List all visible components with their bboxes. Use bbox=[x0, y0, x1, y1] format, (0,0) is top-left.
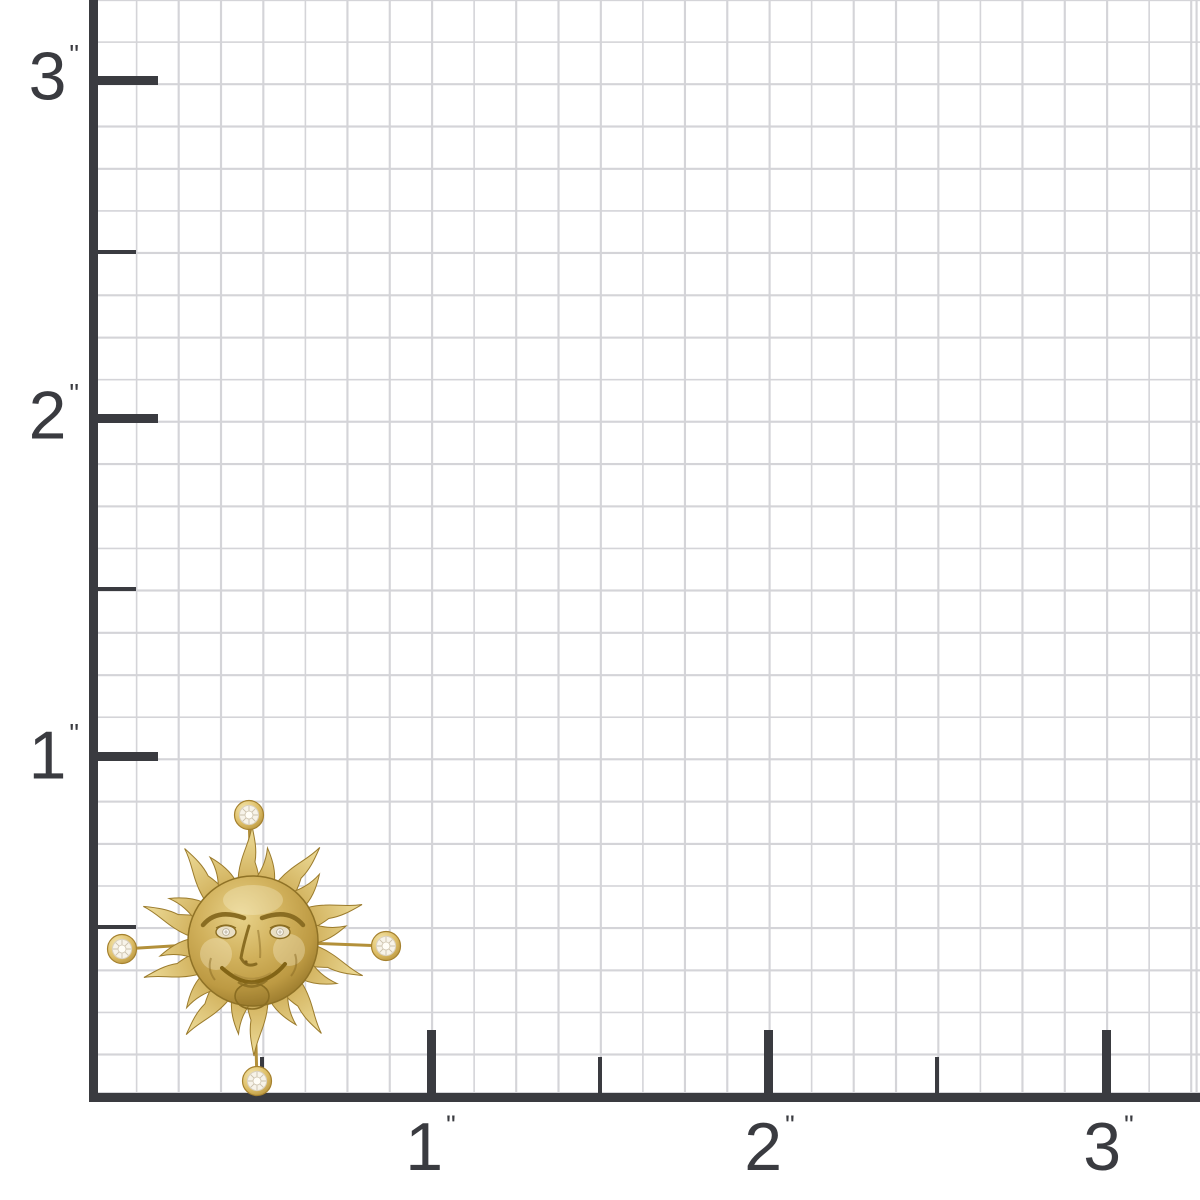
axis-label-value: 3 bbox=[1083, 1109, 1122, 1185]
x-axis-label-1: 1 " bbox=[405, 1110, 456, 1182]
axis-label-value: 1 bbox=[28, 717, 67, 794]
smile bbox=[220, 962, 287, 985]
y-major-tick-1in bbox=[89, 751, 158, 761]
axis-label-value: 1 bbox=[405, 1109, 444, 1185]
inch-mark: " bbox=[69, 39, 79, 70]
sun-face bbox=[187, 875, 319, 1010]
y-minor-tick-2-5in bbox=[89, 249, 136, 254]
x-axis-line bbox=[89, 1093, 1200, 1102]
x-major-tick-1in bbox=[426, 1030, 436, 1093]
right-eyebrow bbox=[259, 912, 306, 928]
inch-mark: " bbox=[1124, 1110, 1134, 1140]
inch-mark: " bbox=[69, 718, 79, 749]
inch-mark: " bbox=[69, 378, 79, 409]
axis-label-value: 3 bbox=[28, 38, 67, 115]
bezel-diamond-right bbox=[370, 930, 402, 962]
y-axis-line bbox=[89, 0, 98, 1102]
chin bbox=[234, 982, 270, 1010]
bezel-diamond-bottom bbox=[241, 1065, 273, 1097]
x-minor-tick-2-5in bbox=[935, 1057, 940, 1093]
x-major-tick-3in bbox=[1101, 1030, 1111, 1093]
y-axis-label-1: 1 " bbox=[0, 718, 79, 790]
sun-pendant-image bbox=[106, 799, 402, 1097]
x-axis-label-2: 2 " bbox=[744, 1110, 795, 1182]
left-eyebrow bbox=[200, 912, 247, 928]
y-major-tick-2in bbox=[89, 413, 158, 423]
inch-mark: " bbox=[785, 1110, 795, 1140]
y-minor-tick-1-5in bbox=[89, 587, 136, 592]
bezel-diamond-top bbox=[233, 799, 265, 831]
axis-label-value: 2 bbox=[28, 377, 67, 454]
nose bbox=[239, 924, 258, 967]
axis-label-value: 2 bbox=[744, 1109, 783, 1185]
y-major-tick-3in bbox=[89, 75, 158, 85]
x-axis-label-3: 3 " bbox=[1083, 1110, 1134, 1182]
y-axis-label-2: 2 " bbox=[0, 378, 79, 450]
bezel-diamond-left bbox=[106, 933, 138, 965]
y-axis-label-3: 3 " bbox=[0, 39, 79, 111]
x-major-tick-2in bbox=[764, 1030, 773, 1093]
x-minor-tick-1-5in bbox=[597, 1057, 602, 1093]
y-minor-tick-0-5in bbox=[89, 924, 136, 929]
inch-mark: " bbox=[446, 1110, 456, 1140]
